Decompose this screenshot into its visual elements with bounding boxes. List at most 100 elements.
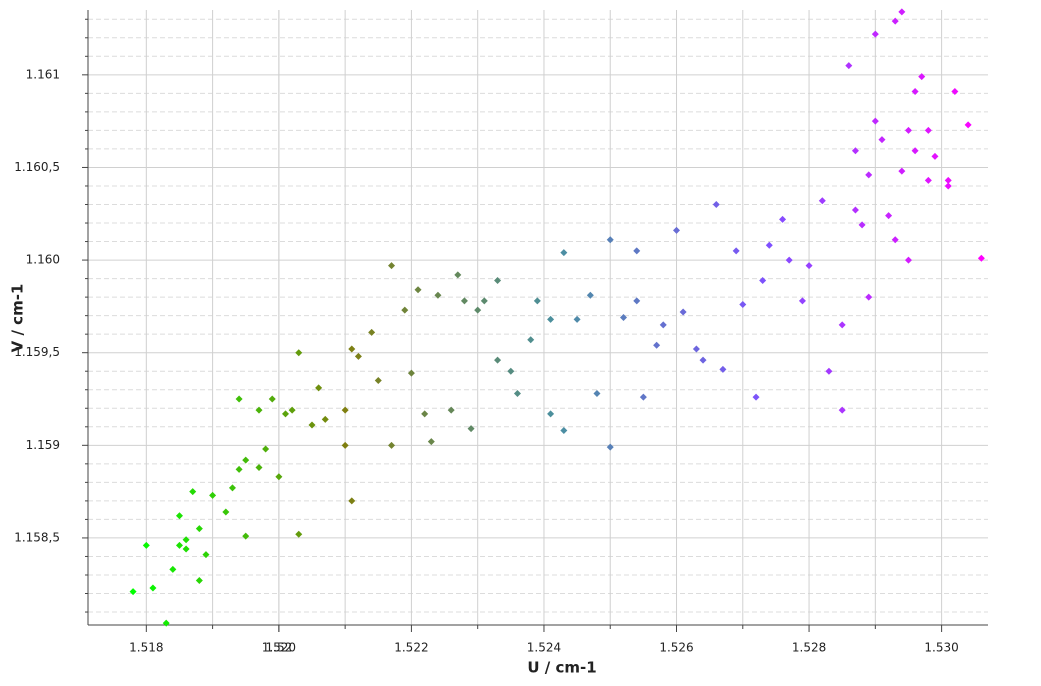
point	[547, 410, 555, 418]
point	[865, 171, 873, 179]
point	[633, 297, 641, 305]
point	[235, 465, 243, 473]
point	[295, 349, 303, 357]
point	[924, 176, 932, 184]
point	[619, 314, 627, 321]
point	[228, 484, 236, 492]
y-tick-label: 1.159	[26, 438, 60, 452]
point	[606, 443, 614, 451]
point	[858, 221, 866, 229]
point	[586, 291, 594, 299]
point	[242, 532, 250, 540]
point	[659, 321, 667, 329]
y-tick-label: 1.161	[26, 67, 60, 81]
point	[262, 445, 270, 453]
point	[951, 88, 959, 96]
point	[427, 438, 435, 446]
point	[639, 393, 647, 401]
point	[865, 293, 873, 301]
point	[175, 512, 183, 520]
point	[918, 73, 926, 81]
y-tick-label: 1.160,5	[14, 160, 60, 174]
point	[818, 197, 826, 205]
point	[911, 147, 919, 155]
point	[911, 88, 919, 96]
point	[467, 425, 475, 433]
point	[162, 619, 170, 627]
point	[898, 8, 906, 16]
point	[904, 256, 912, 264]
x-tick-label: 1.530	[924, 641, 958, 655]
point	[739, 301, 747, 309]
point	[169, 565, 177, 573]
x-tick-label: 1.524	[527, 641, 561, 655]
point	[871, 30, 879, 38]
point	[798, 297, 806, 305]
point	[242, 456, 250, 464]
point	[871, 117, 879, 125]
point	[898, 167, 906, 175]
point	[348, 345, 356, 353]
point	[268, 395, 276, 403]
point	[368, 328, 376, 336]
point	[421, 410, 429, 418]
point	[315, 384, 323, 392]
y-tick-label: 1.159,5	[14, 345, 60, 359]
point	[904, 126, 912, 134]
x-axis-title: U / cm-1	[527, 659, 596, 677]
point	[295, 530, 303, 538]
point	[593, 389, 601, 397]
point	[964, 121, 972, 129]
point	[977, 254, 985, 262]
point	[434, 291, 442, 299]
point	[513, 389, 521, 397]
point	[878, 136, 886, 144]
point	[752, 393, 760, 401]
point	[195, 577, 203, 585]
point	[341, 406, 349, 414]
point	[805, 262, 813, 270]
point	[944, 182, 952, 190]
point	[633, 247, 641, 255]
point	[321, 415, 329, 423]
point	[494, 356, 502, 364]
point	[891, 236, 899, 244]
point	[388, 262, 396, 270]
point	[255, 406, 263, 414]
point	[275, 473, 283, 481]
point	[308, 421, 316, 429]
point	[765, 241, 773, 249]
point	[692, 345, 700, 353]
point	[182, 536, 190, 544]
y-tick-label: 1.158,5	[14, 530, 60, 544]
point	[374, 376, 382, 384]
point	[182, 545, 190, 553]
point	[931, 152, 939, 160]
point	[341, 441, 349, 449]
point	[407, 369, 415, 377]
point	[460, 297, 468, 305]
point	[699, 356, 707, 364]
x-tick-label: 1.526	[659, 641, 693, 655]
point	[348, 497, 356, 505]
point	[388, 441, 396, 449]
point	[401, 306, 409, 314]
point	[838, 321, 846, 329]
point	[202, 551, 210, 559]
point	[447, 406, 455, 414]
point	[924, 126, 932, 134]
point	[785, 256, 793, 264]
point	[507, 367, 515, 375]
point	[653, 341, 661, 349]
point	[142, 541, 150, 549]
point	[719, 365, 727, 373]
point	[288, 406, 296, 414]
point	[851, 147, 859, 155]
point	[454, 271, 462, 279]
y-axis-title: V / cm-1	[9, 284, 27, 353]
point	[533, 297, 541, 305]
point	[759, 276, 767, 284]
point	[527, 336, 535, 344]
